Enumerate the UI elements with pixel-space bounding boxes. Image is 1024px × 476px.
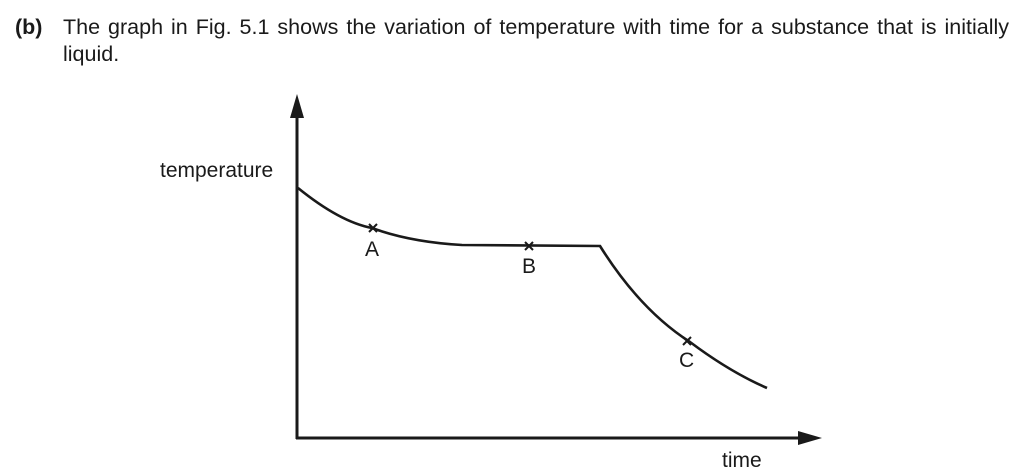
point-a-label: A (365, 238, 379, 261)
point-c-label: C (679, 349, 694, 372)
cooling-curve (297, 186, 768, 390)
x-axis-arrowhead (798, 431, 822, 445)
point-b-label: B (522, 255, 536, 278)
y-axis-label: temperature (160, 159, 273, 182)
point-c-marker (682, 336, 692, 346)
point-b-marker (524, 241, 534, 251)
point-a-marker (368, 223, 378, 233)
y-axis-arrowhead (290, 94, 304, 118)
question-label: (b) (15, 15, 43, 39)
x-axis-label: time (722, 449, 762, 472)
question-text: The graph in Fig. 5.1 shows the variatio… (63, 15, 1009, 66)
question-part-b: (b) The graph in Fig. 5.1 shows the vari… (15, 14, 1009, 68)
